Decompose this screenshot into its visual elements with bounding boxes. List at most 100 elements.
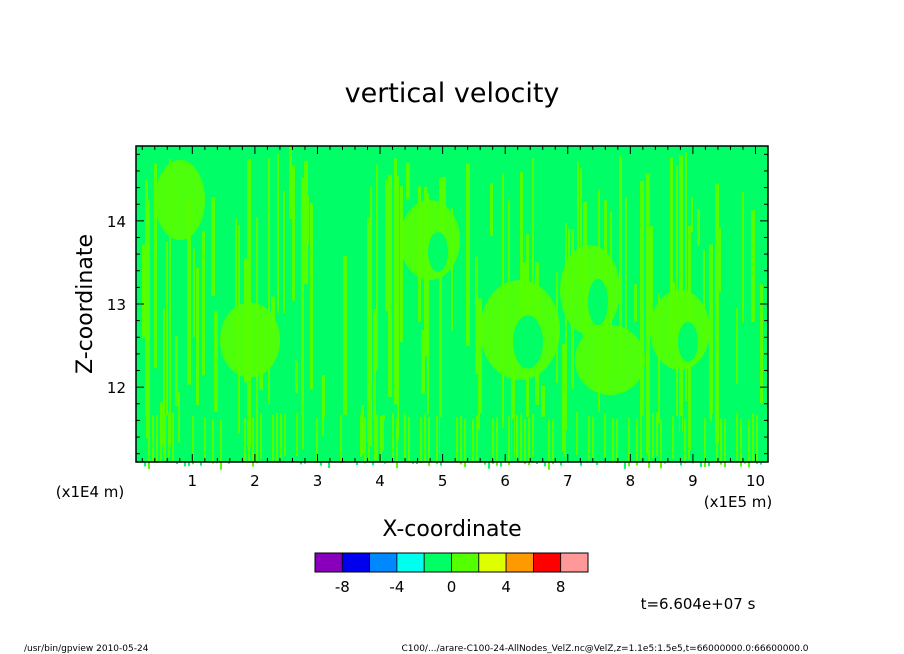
field-streak	[492, 418, 494, 464]
field-streak	[500, 417, 502, 467]
field-streak	[466, 163, 470, 346]
field-streak	[136, 414, 138, 458]
field-streak	[691, 197, 693, 233]
colorbar-cell	[314, 552, 343, 573]
field-streak	[524, 419, 526, 465]
field-streak	[648, 418, 650, 468]
field-streak	[634, 284, 637, 322]
field-streak	[640, 180, 644, 416]
field-streak	[385, 179, 388, 312]
colorbar-cell	[451, 552, 480, 573]
field-streak	[394, 158, 397, 405]
field-streak	[592, 416, 594, 459]
footer-right: C100/.../arare-C100-24-AllNodes_VelZ.nc@…	[401, 644, 808, 654]
field-streak	[216, 418, 218, 464]
field-streak	[360, 413, 362, 457]
field-streak	[154, 163, 157, 369]
x-tick-label: 10	[746, 472, 765, 490]
field-streak	[428, 416, 430, 466]
colorbar-cells	[314, 552, 589, 573]
field-streak	[283, 190, 285, 314]
field-streak	[392, 413, 394, 463]
field-streak	[220, 419, 222, 470]
field-streak	[703, 250, 705, 347]
field-streak	[751, 210, 755, 323]
colorbar-labels: -8 -4 0 4 8	[335, 578, 566, 596]
field-streak	[439, 178, 442, 455]
field-streak	[320, 417, 322, 466]
field-streak	[512, 419, 514, 463]
field-streak	[484, 416, 486, 465]
field-streak	[295, 360, 298, 393]
field-streak	[276, 412, 278, 462]
field-streak	[256, 418, 258, 464]
field-streak	[612, 418, 614, 463]
field-streak	[577, 161, 579, 284]
colorbar-cell	[505, 552, 534, 573]
field-streak	[520, 413, 522, 463]
field-streak	[676, 415, 678, 459]
field-streak	[718, 228, 721, 292]
field-streak	[644, 416, 646, 461]
field-streak	[352, 413, 354, 457]
field-streak	[756, 414, 758, 465]
field-streak	[468, 413, 470, 461]
field-streak	[380, 415, 382, 463]
field-streak	[388, 412, 390, 456]
field-streak	[292, 165, 295, 301]
field-streak	[456, 417, 458, 461]
field-streak	[208, 417, 210, 463]
field-streak	[619, 155, 622, 376]
field-streak	[752, 413, 754, 463]
x-tick-label: 4	[375, 472, 385, 490]
y-tick-label: 14	[107, 213, 126, 231]
field-streak	[620, 418, 622, 463]
field-streak	[625, 197, 627, 332]
field-streak	[384, 419, 386, 464]
field-streak	[556, 412, 558, 458]
field-streak	[668, 414, 670, 458]
field-streak	[277, 154, 279, 313]
field-streak	[304, 417, 306, 464]
field-streak	[396, 418, 398, 469]
field-streak	[536, 418, 538, 464]
field-streak	[580, 417, 582, 466]
field-streak	[140, 418, 142, 463]
field-streak	[260, 413, 262, 459]
x-axis-label: X-coordinate	[382, 517, 521, 542]
field-streak	[584, 414, 586, 460]
field-streak	[744, 414, 746, 464]
field-streak	[490, 183, 493, 236]
field-streak	[632, 416, 634, 463]
field-streak	[672, 416, 674, 459]
colorbar-label: 8	[556, 578, 566, 596]
field-streak	[660, 419, 662, 469]
colorbar-frame	[314, 552, 589, 573]
field-blob	[678, 322, 698, 362]
field-streak	[508, 199, 510, 295]
field-streak	[636, 419, 638, 466]
field-streak	[652, 413, 654, 459]
field-streak	[564, 413, 566, 457]
field-streak	[340, 414, 342, 464]
field-streak	[348, 418, 350, 463]
field-streak	[376, 164, 378, 371]
field-streak	[280, 414, 282, 460]
field-streak	[178, 391, 180, 443]
field-streak	[504, 415, 506, 459]
field-streak	[289, 146, 292, 220]
field-streak	[412, 414, 414, 464]
field-streak	[760, 284, 763, 404]
x-tick-label: 7	[563, 472, 573, 490]
field-streak	[400, 186, 403, 343]
field-streak	[148, 419, 150, 470]
field-streak	[540, 418, 542, 462]
field-streak	[336, 414, 338, 458]
x-axis-ticks: 1 2 3 4 5 6 7 8 9 10	[141, 146, 769, 490]
field-streak	[372, 418, 374, 466]
field-streak	[308, 413, 310, 462]
field-streak	[397, 176, 399, 439]
field-streak	[565, 222, 567, 431]
field-streak	[196, 412, 198, 462]
time-label: t=6.604e+07 s	[641, 595, 756, 613]
